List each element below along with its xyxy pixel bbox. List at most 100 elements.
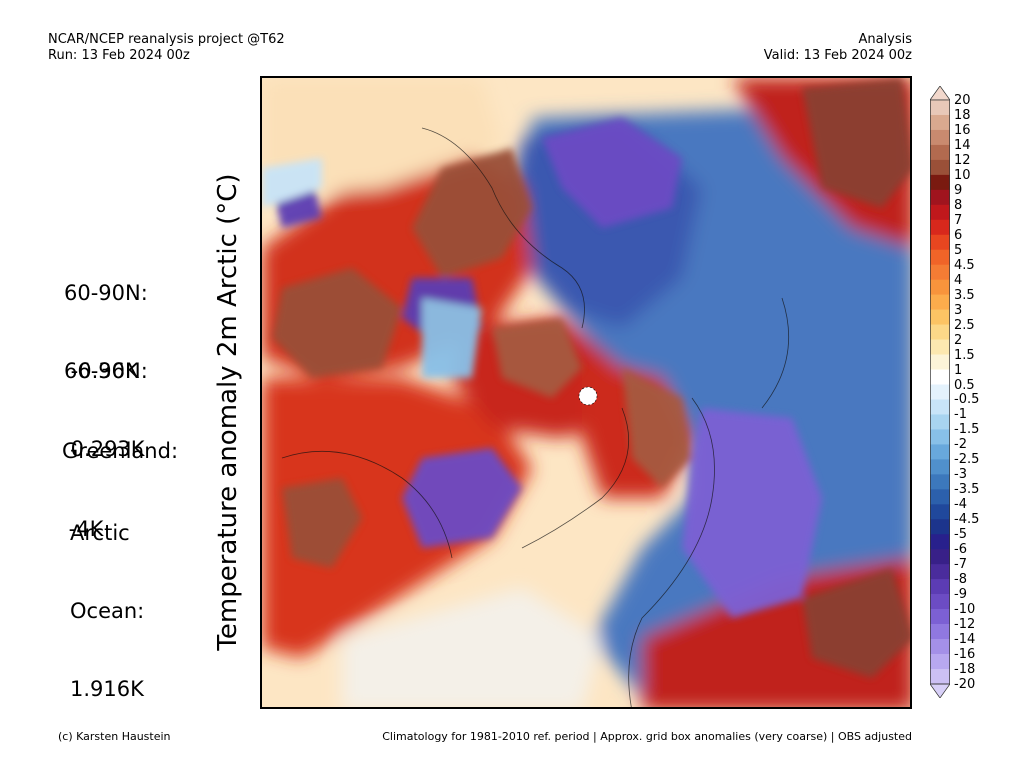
colorbar-swatch [930,309,950,325]
axis-label: Temperature anomaly 2m Arctic (°C) [213,173,243,651]
colorbar-tick-label: -2.5 [954,452,980,468]
colorbar-swatch [930,234,950,251]
colorbar-tick-label: -2 [954,437,967,453]
colorbar-tick-label: -8 [954,572,967,588]
colorbar-tick-label: 3 [954,302,963,318]
stat-66-90n: 66-90N: 0.293K [64,306,148,488]
colorbar-tick-label: -4.5 [954,512,980,528]
colorbar-swatch [930,444,950,460]
colorbar-tick-label: -6 [954,542,967,558]
colorbar-tick-label: 4.5 [954,257,975,273]
colorbar-tick-label: -18 [954,662,976,678]
colorbar-tick-label: 12 [954,152,971,168]
colorbar-tick-label: 8 [954,197,963,213]
colorbar-tick-label: -16 [954,647,976,663]
colorbar-tick-label: 20 [954,93,971,108]
stat-60-90n-label: 60-90N: [64,281,148,305]
colorbar-swatch [930,414,950,430]
stat-arctic-ocean-value: 1.916K [70,677,144,701]
colorbar-swatch [930,624,950,640]
stat-greenland: Greenland: -4K [62,386,178,568]
colorbar-tick-label: -12 [954,617,976,633]
colorbar-tick-label: 4 [954,272,963,288]
colorbar-swatch [930,174,950,191]
stat-arctic-ocean: Arctic Ocean: 1.916K [70,468,144,728]
colorbar-swatch [930,324,950,340]
colorbar-tick-label: 14 [954,137,971,153]
colorbar-swatch [930,294,950,310]
colorbar-tick-label: -7 [954,557,967,573]
colorbar-swatch [930,594,950,610]
colorbar-swatch [930,549,950,565]
copyright: (c) Karsten Haustein [58,730,171,743]
colorbar-swatch [930,219,950,236]
colorbar-tick-label: 5 [954,242,963,258]
colorbar-swatch [930,654,950,670]
climatology-note: Climatology for 1981-2010 ref. period | … [382,730,912,743]
colorbar-tick-label: -1.5 [954,422,980,438]
colorbar-tick-label: 10 [954,167,971,183]
colorbar-tick-label: -5 [954,527,967,543]
colorbar-tick-label: 1 [954,362,963,378]
colorbar-swatch [930,504,950,520]
colorbar-swatch [930,639,950,655]
colorbar-tick-label: 2.5 [954,317,975,333]
colorbar-swatch [930,399,950,415]
colorbar-swatch [930,159,950,176]
colorbar-swatch [930,189,950,206]
colorbar-tick-label: 3.5 [954,287,975,303]
colorbar-tick-label: 7 [954,212,963,228]
anomaly-field [262,78,910,707]
colorbar-tick-label: -0.5 [954,392,980,408]
valid-time: Valid: 13 Feb 2024 00z [763,48,912,63]
colorbar-tick-label: -3.5 [954,482,980,498]
run-time: Run: 13 Feb 2024 00z [48,48,190,63]
stat-greenland-label: Greenland: [62,439,179,463]
colorbar-tick-label: -20 [954,677,976,692]
colorbar-tick-label: 6 [954,227,963,243]
stat-greenland-value: -4K [62,517,104,541]
colorbar-tick-label: -1 [954,407,967,423]
colorbar-swatch [930,429,950,445]
colorbar-swatch [930,474,950,490]
anomaly-map[interactable] [260,76,912,709]
colorbar-swatch [930,354,950,370]
stat-arctic-ocean-label2: Ocean: [70,599,145,623]
header-left: NCAR/NCEP reanalysis project @T62 Run: 1… [48,32,285,64]
stat-60-90n: 60-90N: -0.36K [64,228,148,410]
colorbar-swatch [930,384,950,400]
colorbar-swatch [930,129,950,146]
stat-66-90n-value: 0.293K [64,437,145,461]
colorbar-tick-label: -14 [954,632,976,648]
colorbar-swatch [930,459,950,475]
colorbar-swatch [930,579,950,595]
stat-60-90n-value: -0.36K [64,359,139,383]
colorbar-tick-label: -3 [954,467,967,483]
colorbar [930,86,950,698]
colorbar-tick-label: 18 [954,107,971,123]
colorbar-swatch [930,204,950,221]
colorbar-swatch [930,264,950,280]
colorbar-swatch [930,489,950,505]
colorbar-swatch [930,339,950,355]
colorbar-swatch [930,114,950,131]
analysis-label: Analysis [858,32,912,47]
header-right: Analysis Valid: 13 Feb 2024 00z [764,32,912,64]
colorbar-tick-label: -10 [954,602,976,618]
colorbar-swatch [930,534,950,550]
colorbar-max-arrow [930,86,950,101]
colorbar-swatch [930,609,950,625]
model-title: NCAR/NCEP reanalysis project @T62 [48,32,285,47]
colorbar-swatch [930,249,950,266]
colorbar-swatch [930,669,950,685]
colorbar-tick-label: 0.5 [954,377,975,393]
colorbar-tick-label: 2 [954,332,963,348]
colorbar-tick-label: 9 [954,182,963,198]
colorbar-swatch [930,144,950,161]
colorbar-swatch [930,279,950,295]
colorbar-swatch [930,100,950,116]
colorbar-swatch [930,369,950,385]
stat-arctic-ocean-label1: Arctic [70,521,130,545]
colorbar-tick-label: -4 [954,497,967,513]
colorbar-swatch [930,519,950,535]
